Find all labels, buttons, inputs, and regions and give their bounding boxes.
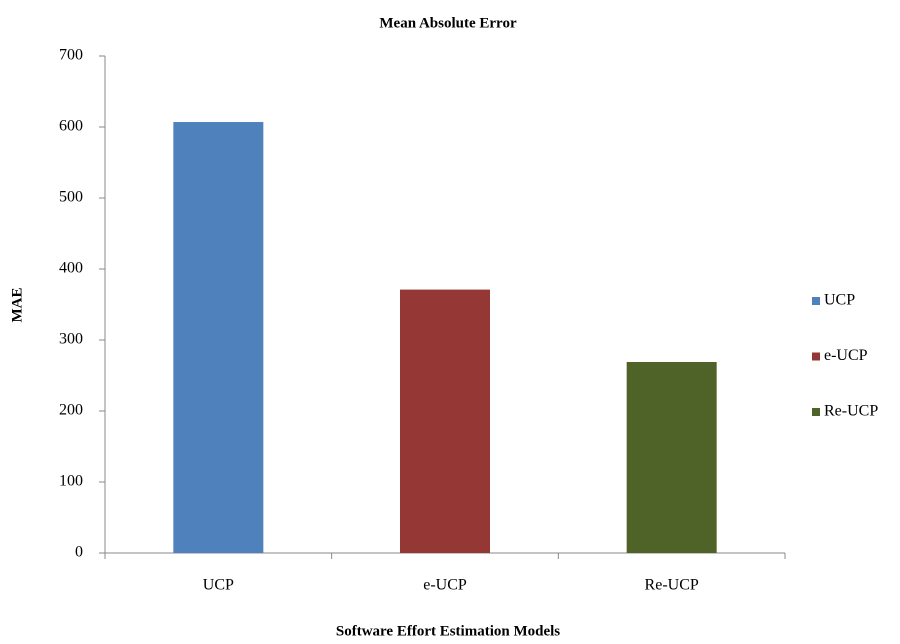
x-tick-label: Re-UCP	[645, 577, 699, 594]
x-tick-label: e-UCP	[423, 577, 467, 594]
y-tick-label: 100	[59, 473, 83, 490]
legend-swatch	[812, 352, 820, 361]
y-tick-label: 400	[59, 260, 83, 277]
bar	[400, 289, 490, 553]
y-axis-label: MAE	[9, 288, 25, 323]
bar	[173, 122, 264, 553]
y-tick-label: 700	[59, 47, 83, 64]
chart-title: Mean Absolute Error	[379, 15, 517, 31]
y-tick-label: 500	[59, 189, 83, 206]
legend-swatch	[812, 297, 820, 305]
y-tick-label: 600	[59, 118, 83, 135]
y-tick-label: 200	[59, 402, 83, 419]
y-tick-label: 300	[59, 331, 83, 348]
bar	[626, 362, 717, 553]
legend-swatch	[812, 408, 820, 416]
x-tick-label: UCP	[203, 577, 234, 594]
legend-label: e-UCP	[824, 347, 868, 364]
x-axis-label: Software Effort Estimation Models	[336, 623, 560, 639]
legend-label: Re-UCP	[824, 403, 878, 420]
legend-label: UCP	[824, 292, 855, 309]
y-tick-label: 0	[75, 544, 83, 561]
